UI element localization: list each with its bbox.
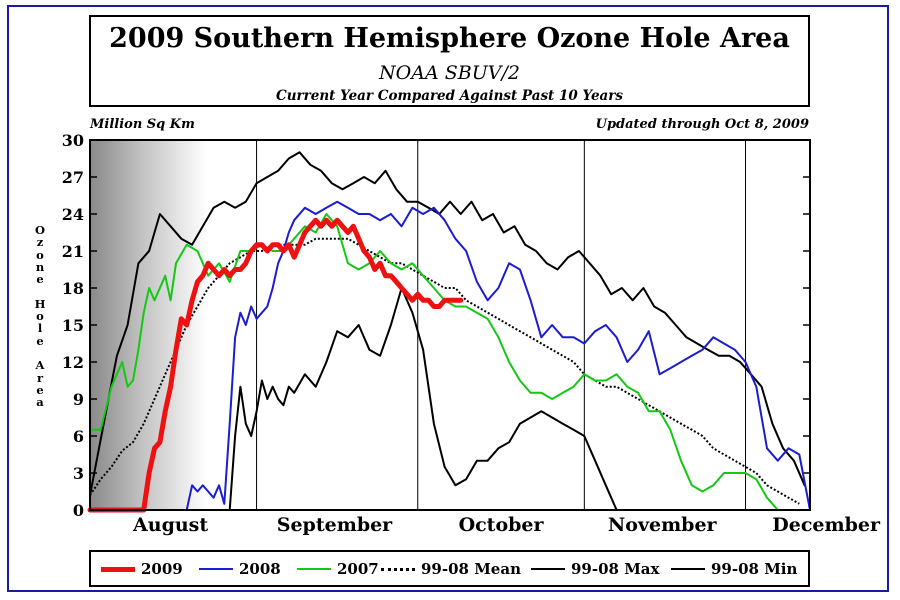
month-label: December (772, 514, 881, 536)
y-axis-label: O z o n e H o l e A r e a (34, 223, 46, 410)
y-tick-label: 24 (62, 205, 84, 224)
y-tick-label: 21 (62, 242, 84, 261)
legend-label: 2009 (141, 560, 183, 578)
legend-label: 2007 (337, 560, 379, 578)
series-line-2008 (89, 200, 811, 511)
legend-swatch (381, 567, 415, 571)
chart-title: 2009 Southern Hemisphere Ozone Hole Area (109, 23, 790, 54)
y-tick-label: 6 (73, 427, 84, 446)
chart-subtitle-2: Current Year Compared Against Past 10 Ye… (275, 88, 623, 104)
series-line-2007 (89, 213, 811, 511)
month-label: November (608, 514, 718, 536)
legend-swatch (101, 566, 135, 572)
series-line-99-08-max (89, 151, 806, 497)
y-tick-label: 0 (73, 501, 84, 520)
series-line-2009 (87, 217, 464, 513)
legend-label: 99-08 Mean (421, 560, 521, 578)
y-tick-label: 30 (62, 131, 84, 150)
legend-label: 2008 (239, 560, 281, 578)
month-label: September (277, 514, 393, 536)
legend-label: 99-08 Min (711, 560, 798, 578)
month-label: August (132, 514, 208, 536)
plot-area-border (89, 139, 811, 511)
series-line-99-08-mean (89, 237, 800, 505)
legend-swatch (297, 568, 331, 570)
early-season-shading (91, 140, 208, 510)
legend-swatch (671, 568, 705, 570)
legend: 2009 2008 2007 99-08 Mean 99-08 Max 99-08 Min (89, 550, 810, 587)
series-line-99-08-min (89, 287, 618, 511)
legend-swatch (199, 568, 233, 570)
y-tick-label: 3 (73, 464, 84, 483)
y-tick-label: 12 (62, 353, 84, 372)
y-tick-label: 27 (62, 168, 84, 187)
updated-label: Updated through Oct 8, 2009 (595, 117, 809, 132)
chart-subtitle: NOAA SBUV/2 (379, 62, 520, 84)
legend-label: 99-08 Max (571, 560, 660, 578)
y-tick-label: 9 (73, 390, 84, 409)
y-tick-label: 15 (62, 316, 84, 335)
outer-frame (7, 5, 889, 592)
legend-swatch (531, 568, 565, 570)
unit-label: Million Sq Km (90, 117, 195, 132)
y-tick-label: 18 (62, 279, 84, 298)
title-box: 2009 Southern Hemisphere Ozone Hole Area… (89, 15, 810, 107)
month-label: October (459, 514, 545, 536)
